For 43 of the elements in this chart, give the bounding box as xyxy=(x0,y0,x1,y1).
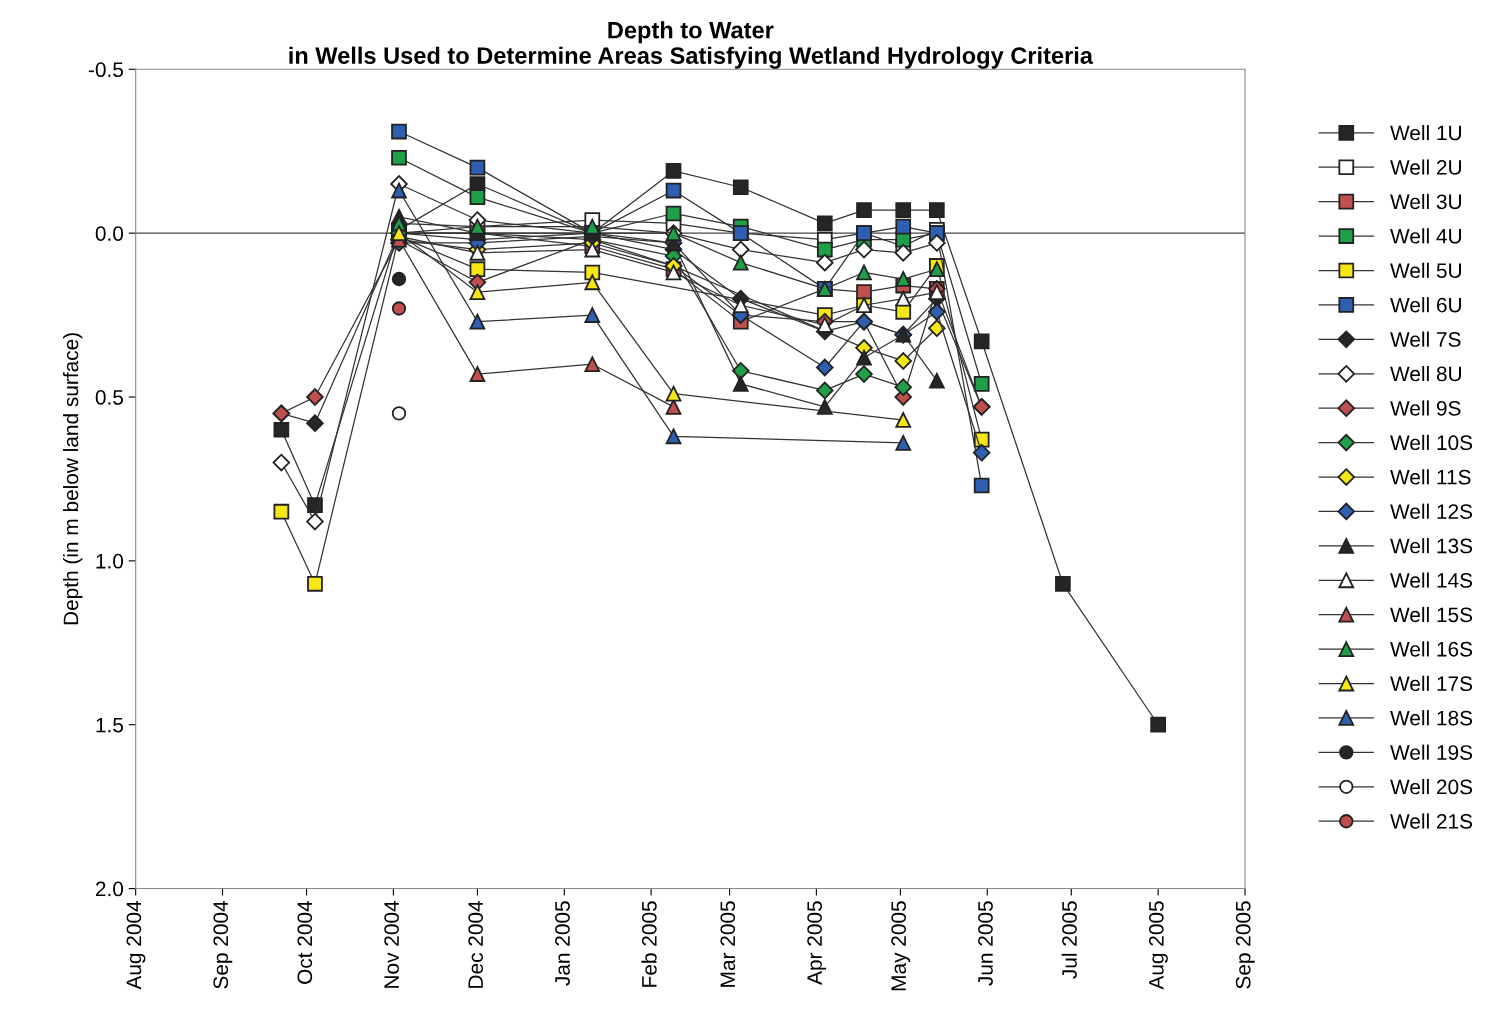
legend-label: Well 1U xyxy=(1390,125,1461,141)
legend-label: Well 6U xyxy=(1390,297,1461,313)
y-tick-label: 0.5 xyxy=(95,390,123,405)
x-tick-label: Apr 2005 xyxy=(807,901,827,985)
legend-label: Well 15S xyxy=(1390,606,1473,623)
legend-label: Well 9S xyxy=(1390,400,1461,416)
x-tick-label: Jul 2005 xyxy=(1061,901,1077,979)
y-axis-title: Depth (in m below land surface) xyxy=(63,333,83,625)
x-tick-label: Jun 2005 xyxy=(978,901,993,986)
y-tick-label: -0.5 xyxy=(88,62,124,78)
legend-label: Well 13S xyxy=(1390,538,1473,554)
x-tick-label: Oct 2004 xyxy=(297,900,313,984)
legend-label: Well 8U xyxy=(1390,365,1461,382)
y-tick-label: 1.5 xyxy=(96,717,123,733)
legend-label: Well 4U xyxy=(1390,228,1461,244)
legend-label: Well 14S xyxy=(1390,572,1473,588)
x-tick-label: Jan 2005 xyxy=(555,901,570,986)
x-tick-label: Feb 2005 xyxy=(641,901,657,987)
legend-label: Well 19S xyxy=(1390,744,1473,760)
x-tick-label: May 2005 xyxy=(891,901,911,991)
x-tick-label: Dec 2004 xyxy=(468,900,484,988)
legend-label: Well 3U xyxy=(1390,193,1461,210)
legend-label: Well 10S xyxy=(1390,434,1473,451)
legend-label: Well 18S xyxy=(1390,710,1473,726)
y-tick-label: 0.0 xyxy=(95,226,124,241)
x-tick-label: Sep 2005 xyxy=(1235,901,1255,989)
legend-label: Well 2U xyxy=(1390,159,1461,175)
x-tick-label: Mar 2005 xyxy=(720,901,736,987)
x-tick-label: Aug 2005 xyxy=(1148,901,1168,990)
legend-label: Well 12S xyxy=(1390,503,1473,519)
legend-label: Well 5U xyxy=(1390,262,1461,278)
chart-title: Depth to Water in Wells Used to Determine Areas Satisfying Wetland Hydrology Criteria xyxy=(289,21,1094,69)
x-tick-label: Nov 2004 xyxy=(384,900,399,988)
legend-label: Well 7S xyxy=(1390,331,1461,347)
legend-label: Well 17S xyxy=(1390,675,1473,692)
y-tick-label: 1.0 xyxy=(96,553,124,569)
x-tick-label: Sep 2004 xyxy=(213,900,233,989)
legend-label: Well 21S xyxy=(1390,813,1473,829)
x-tick-label: Aug 2004 xyxy=(126,900,146,990)
legend-label: Well 11S xyxy=(1390,469,1471,485)
legend-label: Well 20S xyxy=(1390,779,1473,795)
y-tick-label: 2.0 xyxy=(95,881,124,897)
legend-label: Well 16S xyxy=(1390,641,1473,657)
